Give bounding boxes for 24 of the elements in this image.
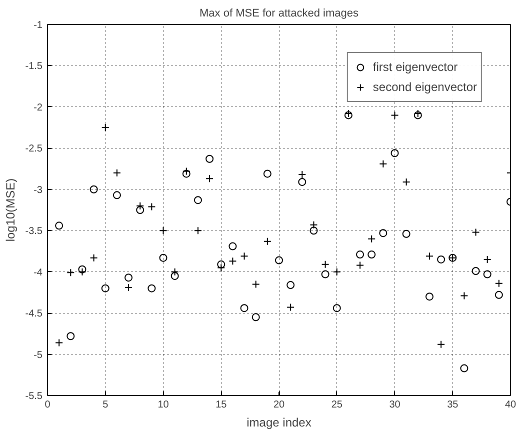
y-tick-label: -3.5 (25, 226, 43, 238)
y-tick-label: -4.5 (25, 308, 43, 320)
y-tick-label: -1 (34, 20, 43, 31)
chart-title: Max of MSE for attacked images (200, 8, 359, 20)
y-tick-label: -2.5 (25, 144, 43, 155)
x-tick-label: 10 (158, 400, 170, 410)
x-tick-label: 35 (447, 400, 459, 410)
y-tick-label: -5.5 (25, 391, 43, 402)
x-tick-label: 30 (389, 400, 401, 410)
y-axis-title: log10(MSE) (3, 178, 18, 242)
legend-label: second eigenvector (372, 80, 477, 94)
x-tick-label: 40 (504, 400, 516, 410)
x-tick-label: 0 (44, 400, 51, 410)
y-tick-label: -1.5 (25, 61, 43, 72)
x-tick-label: 25 (331, 400, 343, 410)
legend-label: first eigenvector (372, 60, 458, 74)
x-axis-title: image index (246, 416, 312, 430)
x-tick-label: 15 (216, 400, 228, 410)
y-tick-label: -2 (34, 102, 43, 114)
y-tick-label: -3 (34, 184, 43, 196)
y-tick-label: -5 (34, 350, 43, 361)
x-tick-label: 5 (102, 400, 109, 410)
y-tick-label: -4 (34, 267, 43, 278)
x-tick-label: 20 (273, 400, 285, 410)
